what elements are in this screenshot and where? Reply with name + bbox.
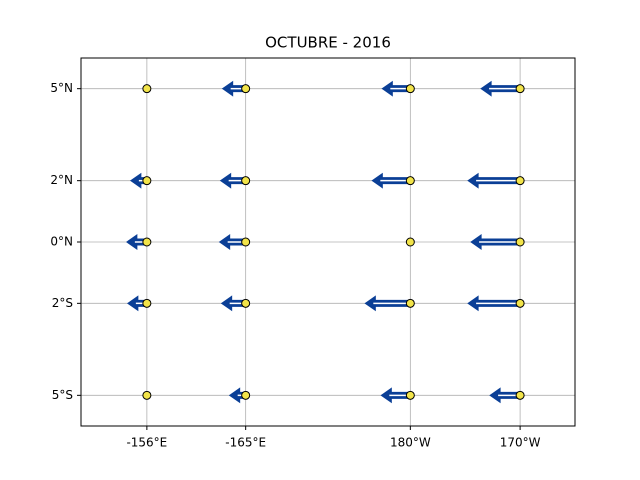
grid-point — [515, 176, 525, 186]
grid-point — [241, 390, 251, 400]
y-tick-label: 0°N — [50, 235, 73, 249]
grid-point — [515, 237, 525, 247]
grid-point — [142, 298, 152, 308]
plot-frame — [80, 57, 576, 427]
grid-point — [142, 390, 152, 400]
x-tick-label: -165°E — [225, 436, 266, 450]
grid-point — [515, 298, 525, 308]
x-tick-label: 170°W — [500, 436, 541, 450]
grid-point — [515, 84, 525, 94]
grid-point — [405, 390, 415, 400]
grid-point — [405, 237, 415, 247]
grid-point — [142, 176, 152, 186]
y-tick-label: 2°S — [52, 296, 73, 310]
grid-point — [405, 84, 415, 94]
grid-point — [142, 84, 152, 94]
grid-point — [405, 298, 415, 308]
y-tick-label: 5°S — [52, 388, 73, 402]
grid-point — [515, 390, 525, 400]
grid-point — [405, 176, 415, 186]
y-tick-label: 2°N — [50, 173, 73, 187]
chart-title: OCTUBRE - 2016 — [265, 34, 391, 52]
grid-point — [241, 176, 251, 186]
grid-point — [241, 298, 251, 308]
y-tick-label: 5°N — [50, 81, 73, 95]
x-tick-label: 180°W — [390, 436, 431, 450]
grid-point — [142, 237, 152, 247]
grid-point — [241, 84, 251, 94]
x-tick-label: -156°E — [126, 436, 167, 450]
grid-point — [241, 237, 251, 247]
